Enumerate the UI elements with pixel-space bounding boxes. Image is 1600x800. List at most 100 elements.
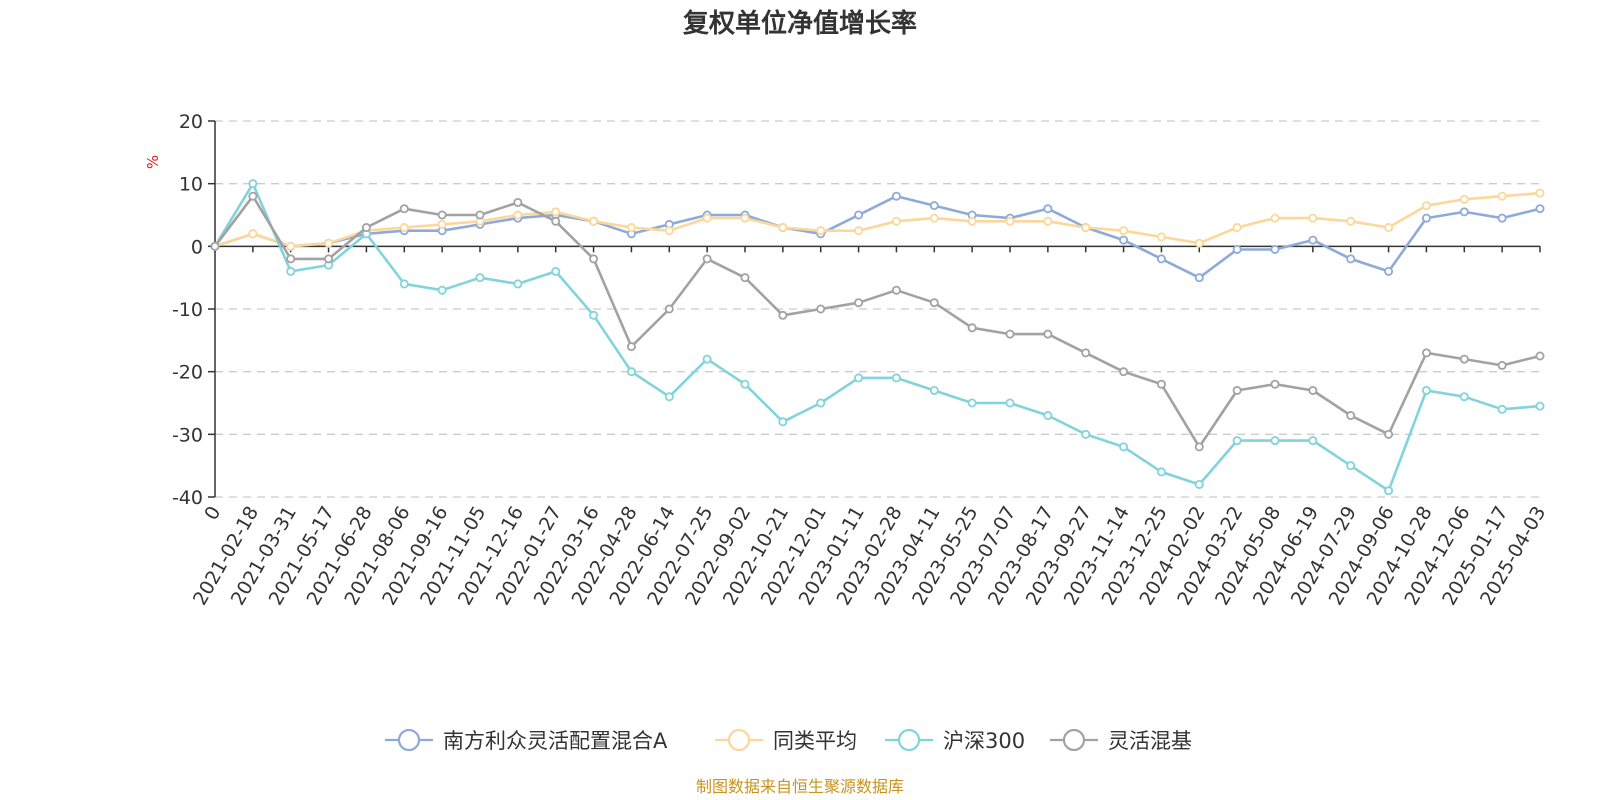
data-point: [740, 379, 750, 389]
data-point: [1119, 235, 1129, 245]
data-point: [1194, 442, 1204, 452]
data-point: [1535, 204, 1545, 214]
data-point: [816, 304, 826, 314]
legend[interactable]: 南方利众灵活配置混合A 同类平均 沪深300 灵活混基: [385, 728, 1192, 753]
data-point: [210, 241, 220, 251]
data-point: [551, 266, 561, 276]
data-point: [475, 210, 485, 220]
data-point: [702, 354, 712, 364]
data-point: [589, 310, 599, 320]
data-point: [1270, 213, 1280, 223]
data-point: [589, 216, 599, 226]
data-point: [929, 213, 939, 223]
data-point: [1156, 232, 1166, 242]
legend-circle-icon: [397, 728, 421, 752]
data-point: [929, 385, 939, 395]
data-point: [1043, 411, 1053, 421]
data-point: [1497, 213, 1507, 223]
data-point: [437, 219, 447, 229]
series-line: [213, 194, 1542, 280]
data-point: [1081, 348, 1091, 358]
data-point: [399, 223, 409, 233]
legend-item[interactable]: 同类平均: [715, 728, 857, 753]
data-source-note: 制图数据来自恒生聚源数据库: [696, 777, 904, 796]
data-point: [1459, 392, 1469, 402]
data-point: [929, 201, 939, 211]
data-point: [1308, 385, 1318, 395]
data-point: [1119, 367, 1129, 377]
data-point: [967, 323, 977, 333]
data-point: [1232, 385, 1242, 395]
data-point: [399, 204, 409, 214]
data-point: [664, 226, 674, 236]
data-point: [248, 191, 258, 201]
data-point: [1421, 348, 1431, 358]
data-point: [740, 273, 750, 283]
y-tick-label: -20: [172, 362, 203, 384]
y-tick-label: 20: [179, 111, 203, 133]
data-point: [967, 216, 977, 226]
data-point: [1346, 216, 1356, 226]
data-point: [702, 254, 712, 264]
data-point: [1384, 266, 1394, 276]
chart-title: 复权单位净值增长率: [683, 8, 917, 39]
data-point: [248, 229, 258, 239]
legend-item[interactable]: 灵活混基: [1050, 728, 1192, 753]
data-point: [286, 241, 296, 251]
data-point: [854, 226, 864, 236]
series-line: [213, 182, 1542, 493]
data-point: [1232, 436, 1242, 446]
data-point: [1270, 379, 1280, 389]
data-point: [1194, 273, 1204, 283]
data-point: [1421, 213, 1431, 223]
data-point: [1346, 254, 1356, 264]
data-point: [1156, 379, 1166, 389]
data-point: [1421, 201, 1431, 211]
data-point: [1497, 191, 1507, 201]
data-point: [248, 179, 258, 189]
data-point: [1005, 329, 1015, 339]
axis-layer: -40-30-20-100102002021-02-182021-03-3120…: [172, 111, 1550, 609]
data-point: [1384, 429, 1394, 439]
data-point: [513, 279, 523, 289]
data-point: [891, 216, 901, 226]
data-point: [1194, 238, 1204, 248]
data-point: [1497, 404, 1507, 414]
data-point: [324, 238, 334, 248]
data-point: [1535, 401, 1545, 411]
data-point: [891, 373, 901, 383]
y-axis-unit: %: [144, 155, 162, 169]
legend-item[interactable]: 沪深300: [885, 728, 1025, 753]
data-point: [1384, 486, 1394, 496]
legend-label: 灵活混基: [1108, 729, 1192, 753]
data-point: [1005, 216, 1015, 226]
data-point: [664, 392, 674, 402]
data-point: [891, 285, 901, 295]
data-point: [324, 254, 334, 264]
data-point: [437, 210, 447, 220]
data-point: [1119, 442, 1129, 452]
data-point: [854, 373, 864, 383]
data-point: [551, 207, 561, 217]
data-point: [891, 191, 901, 201]
data-point: [1308, 235, 1318, 245]
data-point: [1043, 216, 1053, 226]
data-point: [1346, 461, 1356, 471]
data-point: [286, 254, 296, 264]
y-tick-label: 0: [191, 236, 203, 258]
y-tick-label: -40: [172, 487, 203, 509]
series-layer: [210, 179, 1545, 496]
data-point: [854, 210, 864, 220]
data-point: [286, 266, 296, 276]
data-point: [1081, 429, 1091, 439]
data-point: [1535, 351, 1545, 361]
data-point: [816, 226, 826, 236]
data-point: [551, 216, 561, 226]
legend-label: 同类平均: [773, 729, 857, 753]
legend-item[interactable]: 南方利众灵活配置混合A: [385, 728, 668, 753]
grid-layer: [215, 120, 1540, 498]
data-point: [1459, 354, 1469, 364]
data-point: [626, 367, 636, 377]
legend-circle-icon: [727, 728, 751, 752]
